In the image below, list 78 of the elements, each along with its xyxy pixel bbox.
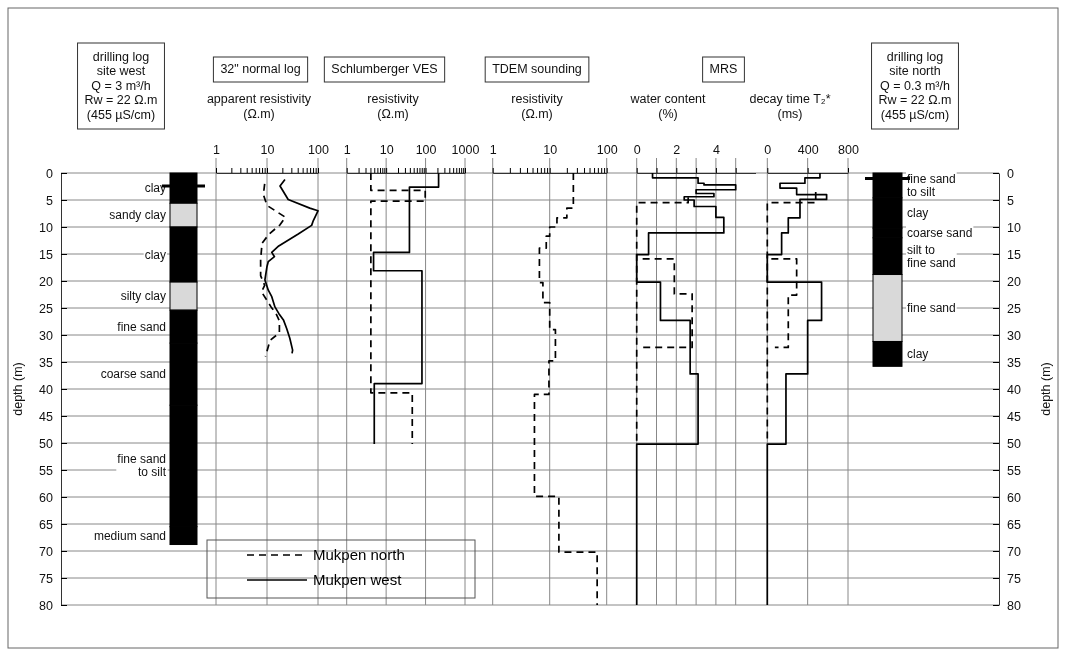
x-tick-label: 800: [838, 143, 859, 157]
legend-label: Mukpen west: [313, 571, 403, 588]
y-tick-label: 30: [1007, 328, 1021, 343]
x-axis-title: resistivity (Ω.m): [367, 92, 420, 121]
y-tick-label: 65: [1007, 517, 1021, 532]
series-label: clay: [144, 181, 166, 196]
legend-label: Mukpen north: [313, 546, 405, 563]
series-label: coarse sand: [100, 367, 166, 382]
x-tick-label: 100: [308, 143, 329, 157]
y-tick-label: 50: [1007, 436, 1021, 451]
series-label: clay: [907, 205, 929, 220]
x-tick-label: 1: [213, 143, 221, 157]
y-tick-label: 45: [1007, 409, 1021, 424]
y-tick-label: 65: [39, 517, 54, 532]
chart-title: drilling log site west Q = 3 m³/h Rw = 22 Ω.m (455 µS/cm): [84, 49, 158, 122]
y-tick-label: 25: [39, 301, 54, 316]
chart-title: Schlumberger VES: [331, 62, 438, 77]
y-tick-label: 75: [1007, 571, 1021, 586]
x-axis-title: resistivity (Ω.m): [511, 92, 564, 121]
y-tick-label: 80: [39, 598, 54, 613]
x-tick-label: 1000: [451, 143, 480, 157]
x-tick-label: 10: [379, 143, 394, 157]
y-tick-label: 70: [39, 544, 54, 559]
x-tick-label: 400: [797, 143, 819, 157]
y-tick-label: 50: [39, 436, 54, 451]
y-tick-label: 70: [1007, 544, 1021, 559]
y-tick-label: 75: [39, 571, 54, 586]
series-label: medium sand: [93, 528, 166, 543]
chart-title: MRS: [709, 62, 738, 77]
y-tick-label: 25: [1007, 301, 1021, 316]
y-tick-label: 15: [39, 247, 54, 262]
x-tick-label: 2: [673, 143, 681, 157]
y-tick-label: 80: [1007, 598, 1021, 613]
y-tick-label: 60: [39, 490, 54, 505]
x-tick-label: 100: [596, 143, 618, 157]
series-label: fine sand: [907, 301, 956, 315]
series-label: silt to fine sand: [907, 242, 956, 270]
y-tick-label: 10: [39, 220, 54, 235]
y-axis-title: depth (m): [11, 362, 25, 416]
y-tick-label: 20: [1007, 274, 1021, 289]
x-axis-title: decay time T₂* (ms): [749, 92, 831, 121]
x-tick-label: 10: [260, 143, 275, 157]
y-tick-label: 45: [39, 409, 54, 424]
y-tick-label: 15: [1007, 247, 1021, 262]
series-label: silty clay: [120, 289, 166, 304]
y-tick-label: 55: [1007, 463, 1021, 478]
series-label: clay: [907, 346, 929, 361]
chart-title: TDEM sounding: [492, 62, 582, 77]
y-tick-label: 30: [39, 328, 54, 343]
y-tick-label: 40: [1007, 382, 1021, 397]
series-label: fine sand: [117, 319, 166, 334]
y-tick-label: 35: [1007, 355, 1021, 370]
chart-title: drilling log site north Q = 0.3 m³/h Rw = 22 Ω.m (455 µS/cm): [878, 49, 952, 122]
chart-title: 32" normal log: [220, 62, 301, 77]
y-tick-label: 0: [46, 166, 54, 181]
y-tick-label: 10: [1007, 220, 1021, 235]
x-tick-label: 1: [343, 143, 351, 157]
series-label: clay: [144, 247, 166, 262]
x-tick-label: 0: [633, 143, 641, 157]
x-tick-label: 1: [489, 143, 497, 157]
x-axis-title: water content (%): [629, 92, 707, 121]
y-tick-label: 20: [39, 274, 54, 289]
y-tick-label: 5: [46, 193, 54, 208]
y-tick-label: 55: [39, 463, 54, 478]
x-tick-label: 4: [712, 143, 720, 157]
x-tick-label: 100: [415, 143, 437, 157]
x-axis-title: apparent resistivity (Ω.m): [206, 92, 312, 121]
x-tick-label: 10: [543, 143, 558, 157]
y-tick-label: 5: [1007, 193, 1014, 208]
y-axis-title: depth (m): [1039, 362, 1053, 416]
y-tick-label: 40: [39, 382, 54, 397]
y-tick-label: 60: [1007, 490, 1021, 505]
series-label: sandy clay: [109, 208, 166, 223]
series-label: fine sand to silt: [117, 452, 167, 480]
x-tick-label: 0: [764, 143, 772, 157]
y-tick-label: 35: [39, 355, 54, 370]
series-label: coarse sand: [907, 225, 973, 240]
y-tick-label: 0: [1007, 166, 1014, 181]
